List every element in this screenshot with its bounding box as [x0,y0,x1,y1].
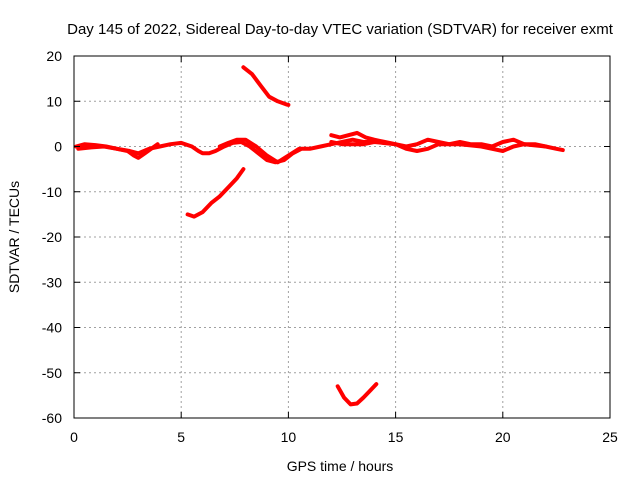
chart-title: Day 145 of 2022, Sidereal Day-to-day VTE… [67,21,614,38]
x-tick-label: 15 [388,429,404,445]
series-layer [74,65,565,407]
x-tick-label: 25 [602,429,618,445]
x-tick-label: 0 [70,429,78,445]
y-tick-label: -60 [42,410,62,426]
ticks: 0 5 10 15 20 25 20 10 0 -10 -20 -30 -40 -50 -60 [42,48,618,445]
y-tick-label: -20 [42,229,62,245]
grid [74,56,610,418]
y-tick-label: 20 [46,48,62,64]
series-main-trace-c [217,137,302,165]
y-tick-label: -40 [42,320,62,336]
x-axis-label: GPS time / hours [287,458,394,474]
series-deep-dip [335,382,379,407]
y-tick-label: 10 [46,93,62,109]
x-tick-label: 10 [281,429,297,445]
x-tick-label: 5 [177,429,185,445]
y-tick-label: -10 [42,184,62,200]
series-rising-segment [185,167,246,219]
y-tick-label: 0 [54,139,62,155]
series-main-trace-e [329,140,548,153]
y-tick-label: -30 [42,274,62,290]
y-tick-label: -50 [42,365,62,381]
x-tick-label: 20 [495,429,511,445]
y-axis-label: SDTVAR / TECUs [6,181,22,293]
series-upper-arc [241,65,291,107]
